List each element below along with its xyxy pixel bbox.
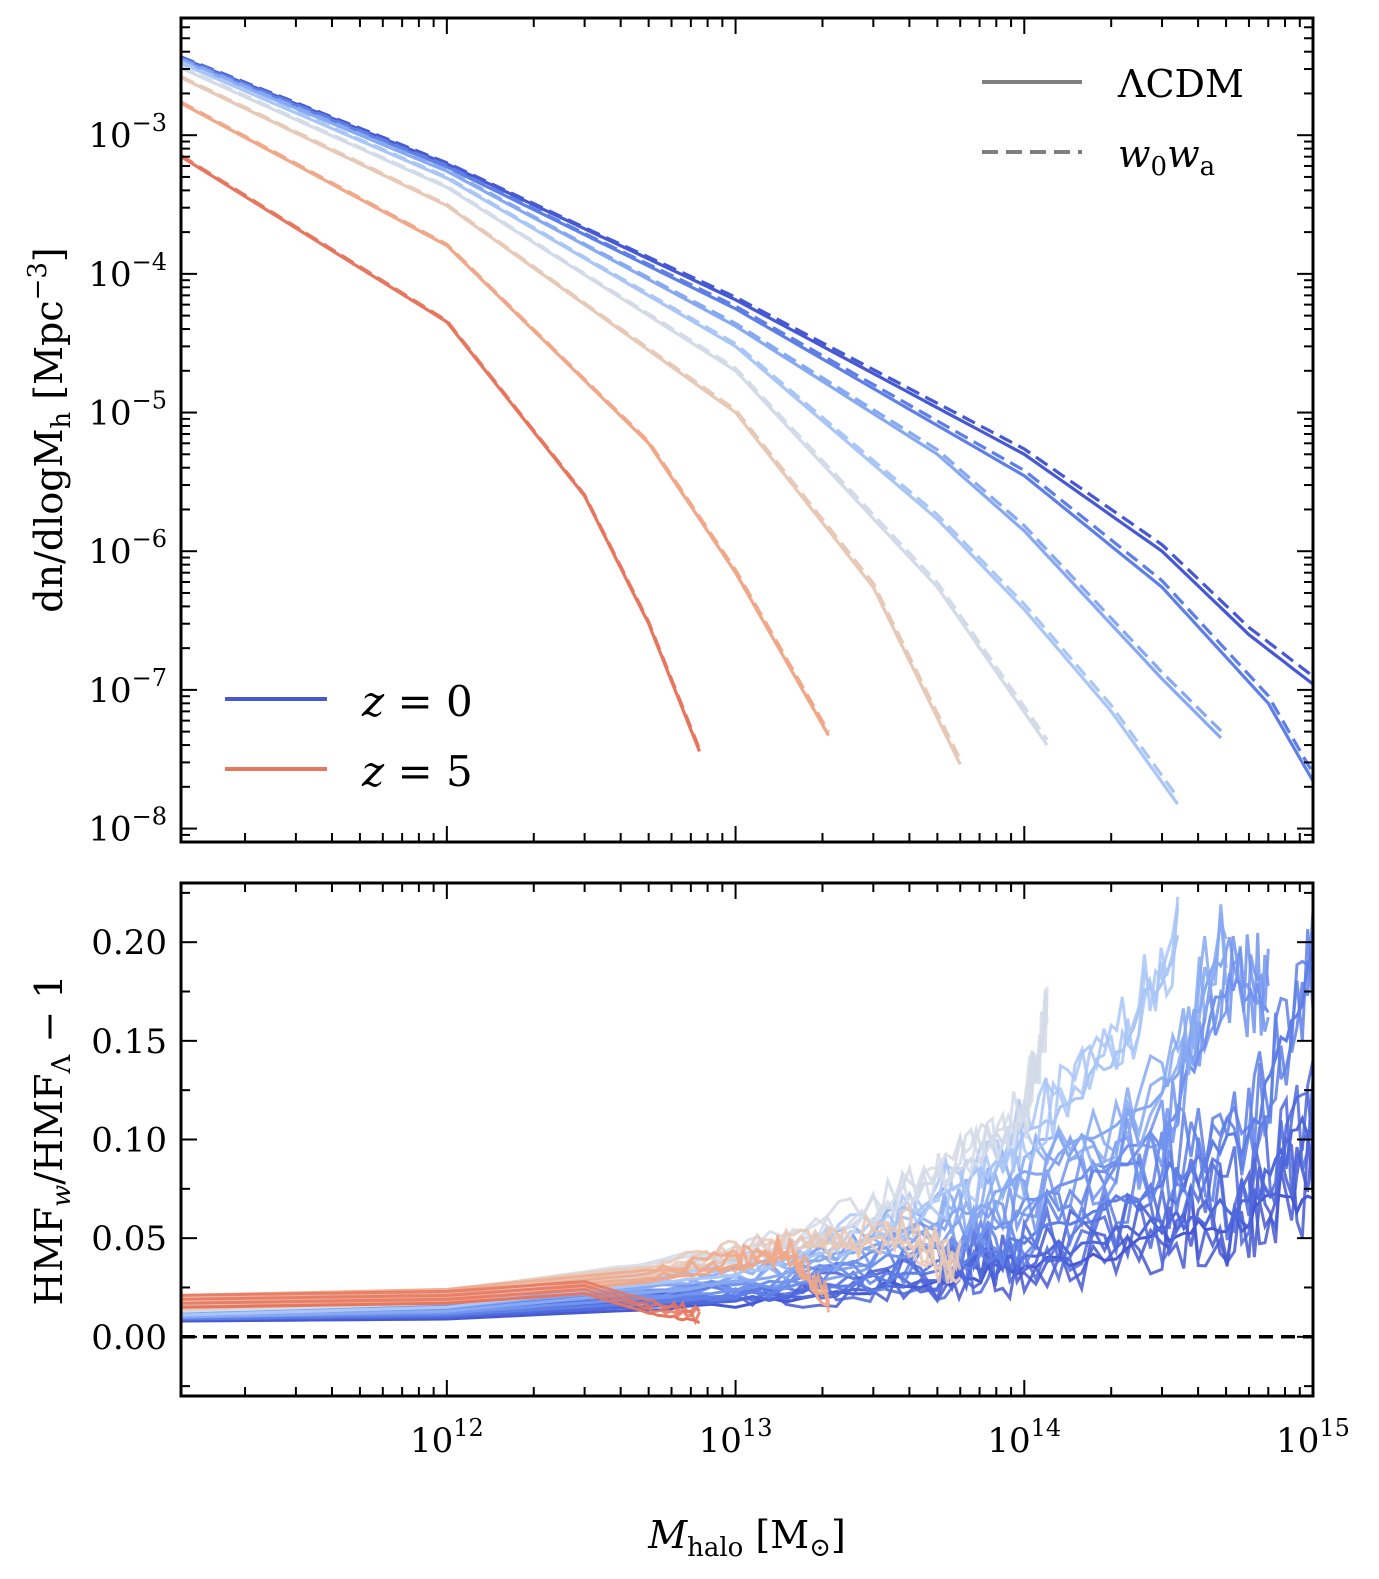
legend-z5-label: z = 5 [361,747,473,796]
top-ylabel-close: ] [27,247,71,262]
top-ticks [181,17,1314,843]
legend-z0-label: z = 0 [361,677,473,726]
top-ylabel-exp: −3 [23,262,53,300]
bottom-ytick-label: 0.20 [91,923,167,963]
top-ytick-label: 10−8 [88,803,167,850]
top-curve-dashed-z0 [180,55,1314,678]
top-ylabel-units: [Mpc [27,300,71,411]
top-curve-solid-z3 [180,76,962,766]
bottom-curve-z2 [180,989,1049,1301]
top-ytick-label: 10−7 [88,664,167,711]
bottom-xtick-label: 1015 [1276,1414,1350,1461]
legend-z0-eq: = 0 [384,677,473,726]
top-ytick-labels: 10−8 10−7 10−6 10−5 10−4 10−3 [88,109,167,849]
bottom-ytick-label: 0.15 [91,1022,167,1062]
bottom-xtick-labels: 1012 1013 1014 1015 [410,1414,1350,1461]
svg-text:HMFw/HMFΛ − 1: HMFw/HMFΛ − 1 [27,975,77,1306]
bottom-ylabel-c: − 1 [27,975,71,1055]
bottom-ytick-label: 0.05 [91,1219,167,1259]
bottom-xlabel-main: M [647,1513,688,1557]
top-curve-solid-z0.5 [180,57,1315,782]
top-curve-dashed-z5 [180,154,701,750]
top-curve-solid-z1 [180,59,1223,740]
bottom-ytick-label: 0.00 [91,1318,167,1358]
bottom-ytick-label: 0.10 [91,1121,167,1161]
legend-dashed-w: w [1118,132,1151,176]
top-ytick-label: 10−5 [88,387,167,434]
bottom-curve-z5 [180,1291,701,1325]
bottom-curve-z5 [180,1283,700,1318]
legend-z5-eq: = 5 [384,747,473,796]
legend-dashed-sub0: 0 [1151,152,1168,182]
top-ylabel: dn/dlogMh [Mpc−3] [23,247,77,613]
top-curve-dashed-z1 [180,57,1223,733]
legend-z5-var: z [361,747,385,796]
bottom-curve-z0.25 [180,1060,1315,1317]
svg-text:dn/dlogMh [Mpc−3]: dn/dlogMh [Mpc−3] [23,247,77,613]
legend-z0-var: z [361,677,385,726]
style-legend: ΛCDM w0wa [982,62,1244,182]
top-plot-area [180,55,1315,806]
top-curve-dashed-z3 [180,75,962,761]
bottom-xtick-label: 1012 [410,1414,484,1461]
bottom-curve-z5 [180,1287,701,1326]
top-ylabel-main: dn/dlogM [27,429,71,613]
redshift-legend: z = 0 z = 5 [225,677,473,796]
top-panel: 10−8 10−7 10−6 10−5 10−4 10−3 dn/dlogMh [Mpc−… [23,16,1315,850]
bottom-curve-z5 [180,1280,701,1314]
bottom-xtick-label: 1014 [987,1414,1061,1461]
top-ytick-label: 10−4 [88,248,167,295]
bottom-ylabel-b: /HMF [27,1074,71,1185]
top-ytick-label: 10−6 [88,525,167,572]
legend-solid-label: ΛCDM [1117,62,1244,106]
top-curve-dashed-z0.5 [180,56,1315,774]
bottom-xlabel: Mhalo [M⊙] [647,1513,846,1563]
legend-dashed-label: w0wa [1118,132,1215,182]
top-curve-dashed-z2 [180,65,1049,741]
bottom-xlabel-units: [M [743,1513,809,1557]
bottom-plot-area [180,896,1315,1339]
bottom-xtick-label: 1013 [699,1414,773,1461]
bottom-ylabel-a: HMF [27,1207,71,1305]
legend-dashed-w2: w [1167,132,1200,176]
top-ylabel-sub: h [47,412,77,429]
bottom-curve-z0.25 [180,1090,1315,1309]
top-axes-frame [179,16,1315,844]
bottom-ylabel-sub-b: Λ [47,1054,77,1075]
top-curve-solid-z1.5 [180,61,1180,806]
bottom-ytick-labels: 0.00 0.05 0.10 0.15 0.20 [91,923,167,1358]
top-curve-dashed-z1.5 [180,60,1180,799]
bottom-xlabel-close: ] [831,1513,846,1557]
bottom-ylabel: HMFw/HMFΛ − 1 [27,975,77,1306]
bottom-ylabel-sub-a: w [47,1185,77,1207]
legend-dashed-suba: a [1200,152,1216,182]
bottom-curve-z4 [180,1234,831,1305]
bottom-xlabel-sub2: ⊙ [809,1533,831,1563]
top-curve-solid-z4 [180,101,830,737]
bottom-ticks [181,883,1314,1396]
bottom-panel: 0.00 0.05 0.10 0.15 0.20 1012 1013 1014 1015 HM… [27,881,1350,1563]
top-curve-dashed-z4 [180,100,830,733]
bottom-xlabel-sub: halo [687,1533,743,1563]
top-ytick-label: 10−3 [88,109,167,156]
